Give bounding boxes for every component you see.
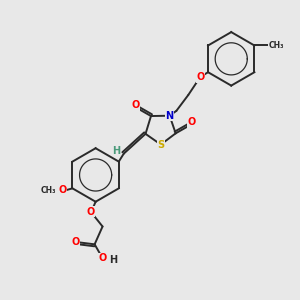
Text: O: O (188, 117, 196, 128)
Text: O: O (98, 253, 107, 263)
Text: CH₃: CH₃ (41, 186, 57, 195)
Text: H: H (110, 255, 118, 265)
Text: S: S (157, 140, 164, 149)
Text: O: O (131, 100, 139, 110)
Text: O: O (196, 72, 204, 82)
Text: H: H (112, 146, 120, 156)
Text: O: O (72, 237, 80, 247)
Text: O: O (58, 185, 67, 195)
Text: CH₃: CH₃ (268, 41, 284, 50)
Text: N: N (166, 111, 174, 121)
Text: O: O (86, 207, 95, 217)
